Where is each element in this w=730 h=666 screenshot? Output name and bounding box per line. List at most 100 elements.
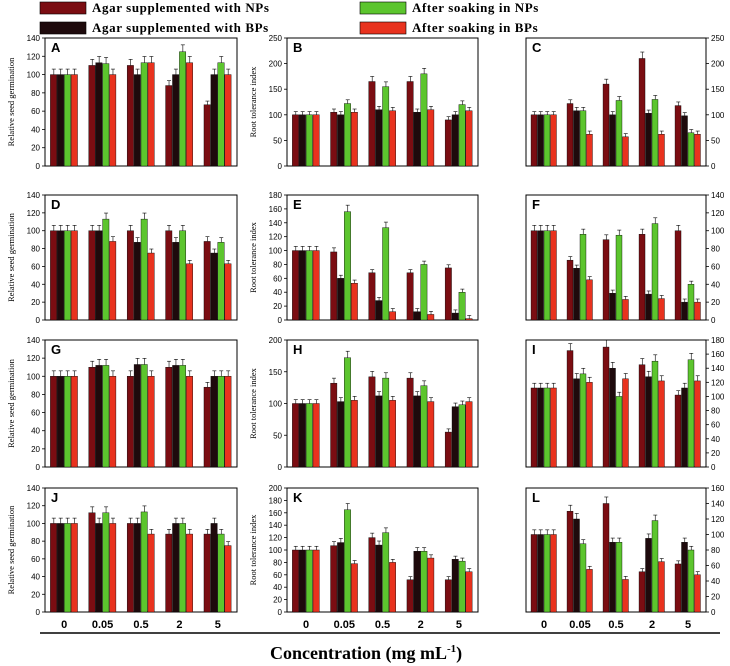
bar-agar-supplemented-with-bps-0.05: [337, 278, 345, 321]
bar-agar-supplemented-with-nps-5: [203, 386, 211, 468]
y-tick-label: 60: [711, 421, 720, 430]
bar-agar-supplemented-with-bps-0: [537, 387, 544, 468]
bar-after-soaking-in-nps-0.05: [344, 509, 351, 613]
panel-i: 020406080100120140160180Shoot tolerance …: [525, 336, 725, 472]
bar-after-soaking-in-nps-0: [543, 387, 551, 468]
y-tick-label: 20: [273, 596, 282, 605]
panel-letter: E: [293, 197, 302, 212]
y-tick-label: 100: [711, 531, 725, 540]
bar-agar-supplemented-with-nps-2: [165, 85, 173, 167]
bar-after-soaking-in-bps-5: [694, 134, 701, 167]
bar-after-soaking-in-bps-2: [186, 62, 193, 167]
y-tick-label: 40: [273, 288, 282, 297]
panel-letter: K: [293, 490, 303, 505]
bar-agar-supplemented-with-bps-2: [172, 242, 180, 321]
bar-agar-supplemented-with-nps-0.5: [126, 65, 134, 167]
bar-after-soaking-in-bps-0: [550, 230, 557, 321]
bar-after-soaking-in-bps-0.05: [586, 134, 593, 167]
bar-agar-supplemented-with-bps-0.05: [95, 523, 103, 613]
y-axis-label: Root tolerance index: [248, 514, 258, 586]
panel-letter: D: [51, 197, 60, 212]
legend-label-soak-nps: After soaking in NPs: [412, 0, 539, 15]
bar-after-soaking-in-bps-2: [427, 314, 435, 321]
bar-after-soaking-in-bps-0.5: [147, 62, 155, 167]
bar-after-soaking-in-bps-2: [658, 298, 665, 321]
y-tick-label: 0: [36, 162, 41, 171]
bar-after-soaking-in-bps-0.5: [147, 533, 155, 613]
y-tick-label: 120: [711, 209, 725, 218]
y-tick-label: 40: [711, 577, 720, 586]
bar-after-soaking-in-bps-0.05: [109, 74, 117, 167]
bar-agar-supplemented-with-nps-0.05: [330, 545, 338, 613]
bar-after-soaking-in-bps-2: [186, 376, 193, 468]
bar-after-soaking-in-bps-5: [224, 74, 232, 167]
bar-agar-supplemented-with-nps-2: [638, 234, 646, 321]
bar-agar-supplemented-with-nps-0.5: [126, 376, 134, 468]
y-axis-label: Relative seed germination: [6, 212, 16, 301]
y-tick-label: 20: [31, 445, 40, 454]
bar-agar-supplemented-with-bps-0: [299, 250, 306, 321]
y-tick-label: 250: [711, 34, 725, 43]
bar-agar-supplemented-with-nps-0.05: [88, 367, 96, 468]
y-tick-label: 0: [711, 316, 716, 325]
panel-letter: J: [51, 490, 58, 505]
bar-agar-supplemented-with-nps-0.05: [566, 511, 574, 613]
bar-after-soaking-in-bps-2: [186, 263, 193, 321]
y-tick-label: 140: [711, 500, 725, 509]
bar-agar-supplemented-with-nps-5: [203, 104, 211, 167]
y-tick-label: 100: [269, 400, 283, 409]
y-tick-label: 80: [31, 89, 40, 98]
bar-agar-supplemented-with-nps-0.05: [566, 103, 574, 167]
bar-after-soaking-in-bps-0.5: [622, 579, 629, 613]
bar-agar-supplemented-with-bps-0.05: [337, 401, 345, 468]
y-axis-label: Relative seed germination: [6, 505, 16, 594]
bar-agar-supplemented-with-bps-0.5: [375, 395, 383, 468]
y-tick-label: 60: [31, 107, 40, 116]
bar-after-soaking-in-bps-0.05: [350, 563, 358, 613]
bar-agar-supplemented-with-nps-5: [444, 267, 452, 321]
bar-after-soaking-in-nps-5: [458, 560, 466, 613]
bar-agar-supplemented-with-nps-0.5: [368, 272, 376, 321]
bar-after-soaking-in-nps-0: [63, 376, 71, 468]
y-tick-label: 50: [711, 136, 720, 145]
y-tick-label: 140: [269, 219, 283, 228]
bar-agar-supplemented-with-bps-0.05: [573, 378, 580, 468]
bar-agar-supplemented-with-bps-0.05: [573, 518, 580, 613]
bar-after-soaking-in-nps-2: [420, 551, 428, 613]
x-tick-label: 2: [418, 619, 424, 631]
y-tick-label: 20: [711, 298, 720, 307]
panel-letter: C: [532, 40, 542, 55]
bar-agar-supplemented-with-nps-5: [203, 241, 211, 321]
bar-after-soaking-in-bps-5: [224, 263, 232, 321]
y-tick-label: 250: [269, 34, 283, 43]
bar-agar-supplemented-with-bps-0: [57, 74, 64, 167]
bar-agar-supplemented-with-bps-0.05: [573, 110, 580, 167]
bar-agar-supplemented-with-nps-0.5: [126, 523, 134, 613]
y-axis-label: Relative seed germination: [6, 358, 16, 447]
y-tick-label: 120: [269, 233, 283, 242]
panel-b: 0 50 100 150 200 250 Root tolerance index B: [248, 34, 479, 171]
y-tick-label: 160: [269, 509, 283, 518]
bar-agar-supplemented-with-bps-0.05: [573, 268, 580, 321]
bar-after-soaking-in-nps-2: [651, 360, 659, 468]
y-tick-label: 180: [711, 336, 725, 345]
bar-after-soaking-in-nps-0.05: [102, 63, 110, 167]
bar-agar-supplemented-with-nps-0.05: [330, 112, 338, 167]
y-tick-label: 0: [36, 316, 41, 325]
panel-letter: I: [532, 342, 536, 357]
bar-agar-supplemented-with-nps-0: [530, 534, 538, 613]
y-tick-label: 0: [278, 162, 283, 171]
bar-after-soaking-in-nps-0: [543, 114, 551, 167]
bar-agar-supplemented-with-bps-0.05: [337, 542, 345, 613]
bar-after-soaking-in-bps-0.5: [622, 378, 629, 468]
x-tick-label: 2: [649, 619, 655, 631]
bar-after-soaking-in-nps-2: [420, 385, 428, 468]
y-tick-label: 0: [711, 608, 716, 617]
y-tick-label: 120: [711, 378, 725, 387]
bar-agar-supplemented-with-bps-0: [537, 114, 544, 167]
bar-after-soaking-in-nps-5: [687, 284, 695, 321]
y-tick-label: 200: [711, 60, 725, 69]
y-tick-label: 140: [27, 34, 41, 43]
bar-agar-supplemented-with-nps-0.5: [602, 239, 610, 321]
